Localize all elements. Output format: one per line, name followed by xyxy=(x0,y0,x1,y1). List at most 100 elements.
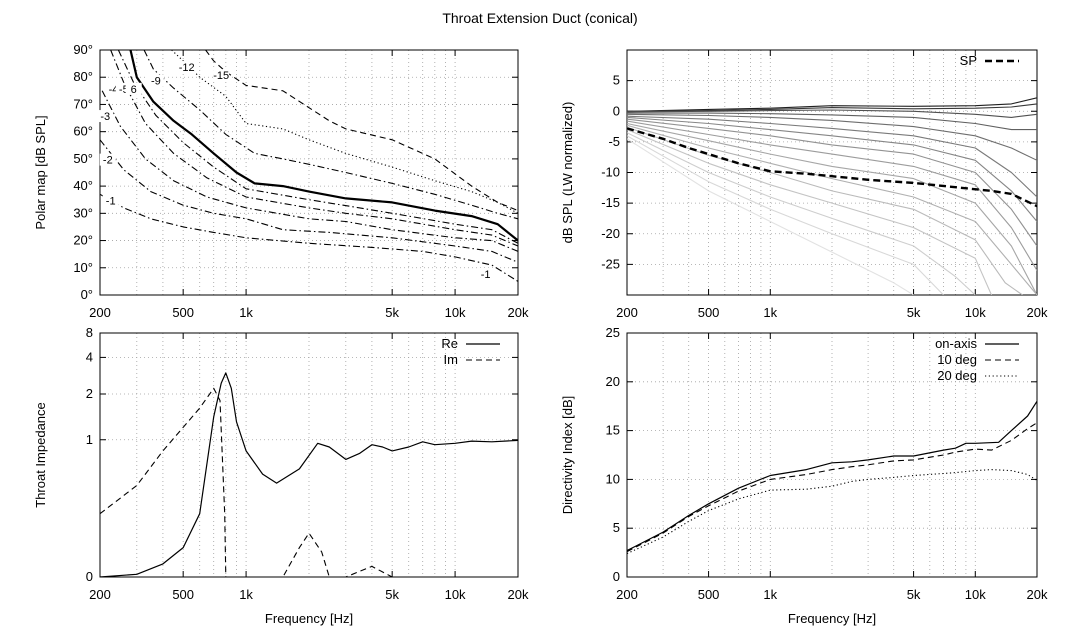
contour-label-bg xyxy=(102,194,119,207)
contour-label: -2 xyxy=(103,155,113,167)
series-line xyxy=(627,112,1037,131)
x-tick-label: 5k xyxy=(907,305,921,320)
contour-label-bg xyxy=(97,110,114,123)
x-tick-label: 500 xyxy=(698,587,720,602)
y-tick-label: -5 xyxy=(608,134,620,149)
contour-label: -3 xyxy=(100,111,110,123)
grid xyxy=(100,50,518,295)
y-tick-label: 15 xyxy=(606,423,620,438)
series-line xyxy=(627,124,1037,295)
series-line xyxy=(627,132,976,295)
y-tick-label: 0 xyxy=(613,569,620,584)
x-axis-label: Frequency [Hz] xyxy=(265,611,353,626)
x-axis-label: Frequency [Hz] xyxy=(788,611,876,626)
series-line-contour-9 xyxy=(143,50,518,220)
x-tick-label: 10k xyxy=(445,587,466,602)
y-axis-label: Directivity Index [dB] xyxy=(560,396,575,515)
x-tick-label: 200 xyxy=(616,587,638,602)
contour-label-bg xyxy=(99,153,116,166)
panel-polar-map: 200 500 1k 5k 10k 20k 0° 10° 20° 30° 40° 50° 60° 70° 8… xyxy=(33,42,529,320)
series-line xyxy=(627,109,1037,118)
y-tick-label: 60° xyxy=(73,124,93,139)
series-line xyxy=(627,115,1037,198)
x-tick-label: 5k xyxy=(907,587,921,602)
contour-label: -1 xyxy=(106,195,116,207)
y-tick-label: 8 xyxy=(86,325,93,340)
x-tick-label: 10k xyxy=(445,305,466,320)
x-tick-label: 20k xyxy=(1027,305,1048,320)
contour-label-bg xyxy=(147,74,164,87)
series-line-contour-12 xyxy=(171,50,518,214)
y-tick-label: 50° xyxy=(73,151,93,166)
series-line xyxy=(627,113,1037,161)
x-tick-label: 5k xyxy=(385,305,399,320)
series-line xyxy=(627,120,1037,271)
grid xyxy=(627,333,1037,577)
series-line xyxy=(627,129,993,295)
y-tick-label: 5 xyxy=(613,520,620,535)
contour-label: -5 xyxy=(119,84,129,96)
y-tick-label: 20° xyxy=(73,233,93,248)
x-tick-label: 1k xyxy=(239,587,253,602)
series-line xyxy=(627,126,1023,295)
contour-label: -12 xyxy=(179,62,195,74)
y-tick-label: 1 xyxy=(86,432,93,447)
series-line-contour-6 xyxy=(129,50,518,242)
y-tick-label: 2 xyxy=(86,386,93,401)
contour-label: -4 xyxy=(109,84,119,96)
contour-label-bg xyxy=(213,69,230,82)
series-line-contour-2 xyxy=(100,139,518,263)
y-axis: 0° 10° 20° 30° 40° 50° 60° 70° 80° 90° xyxy=(73,42,518,302)
x-tick-label: 200 xyxy=(89,587,111,602)
series-group xyxy=(627,400,1037,555)
x-tick-label: 500 xyxy=(698,305,720,320)
contour-label: -1 xyxy=(481,269,491,281)
series-line-contour-1 xyxy=(100,193,518,282)
x-tick-label: 1k xyxy=(763,587,777,602)
plot-frame xyxy=(99,332,519,578)
series-line xyxy=(627,103,1037,112)
y-tick-label: 25 xyxy=(606,325,620,340)
x-tick-label: 20k xyxy=(508,587,529,602)
plot-frame xyxy=(99,49,519,296)
panel-throat-impedance: 200 500 1k 5k 10k 20k 0 1 2 4 8 Throat Impedance Fre… xyxy=(33,325,529,626)
contour-label-bg xyxy=(178,61,195,74)
y-tick-label: -20 xyxy=(601,226,620,241)
series-group xyxy=(627,97,1037,295)
legend-label: 10 deg xyxy=(937,352,977,367)
x-tick-label: 10k xyxy=(965,587,986,602)
series-line xyxy=(627,116,1037,222)
contour-label: -9 xyxy=(151,76,161,88)
figure-title: Throat Extension Duct (conical) xyxy=(442,10,637,26)
series-line-10-deg xyxy=(627,422,1037,553)
x-axis: 200 500 1k 5k 10k 20k xyxy=(616,333,1048,602)
legend-label: 20 deg xyxy=(937,368,977,383)
y-tick-label: 80° xyxy=(73,69,93,84)
series-line-contour-3 xyxy=(101,90,518,252)
series-line xyxy=(627,97,1037,112)
legend-label: Im xyxy=(444,352,458,367)
series-line-20-deg xyxy=(627,469,1037,555)
x-axis: 200 500 1k 5k 10k 20k xyxy=(89,50,529,320)
panel-spl: 200 500 1k 5k 10k 20k 5 0 -5 -10 -15 -20 -25 dB SPL (… xyxy=(560,49,1048,320)
x-tick-label: 20k xyxy=(508,305,529,320)
x-axis: 200 500 1k 5k 10k 20k xyxy=(616,50,1048,320)
y-axis-label: Polar map [dB SPL] xyxy=(33,115,48,229)
series-group xyxy=(100,372,518,577)
series-line-contour-4 xyxy=(110,50,518,247)
x-tick-label: 200 xyxy=(616,305,638,320)
y-tick-label: 10 xyxy=(606,471,620,486)
y-tick-label: 70° xyxy=(73,96,93,111)
y-axis: 5 0 -5 -10 -15 -20 -25 xyxy=(601,73,1037,271)
series-line-sp xyxy=(627,127,1037,208)
x-tick-label: 500 xyxy=(172,305,194,320)
series-line-contour-5 xyxy=(117,50,518,244)
y-tick-label: 0 xyxy=(86,569,93,584)
series-line-im xyxy=(100,387,518,577)
y-tick-label: 10° xyxy=(73,260,93,275)
y-tick-label: -15 xyxy=(601,195,620,210)
series-line xyxy=(627,135,944,295)
x-tick-label: 500 xyxy=(172,587,194,602)
